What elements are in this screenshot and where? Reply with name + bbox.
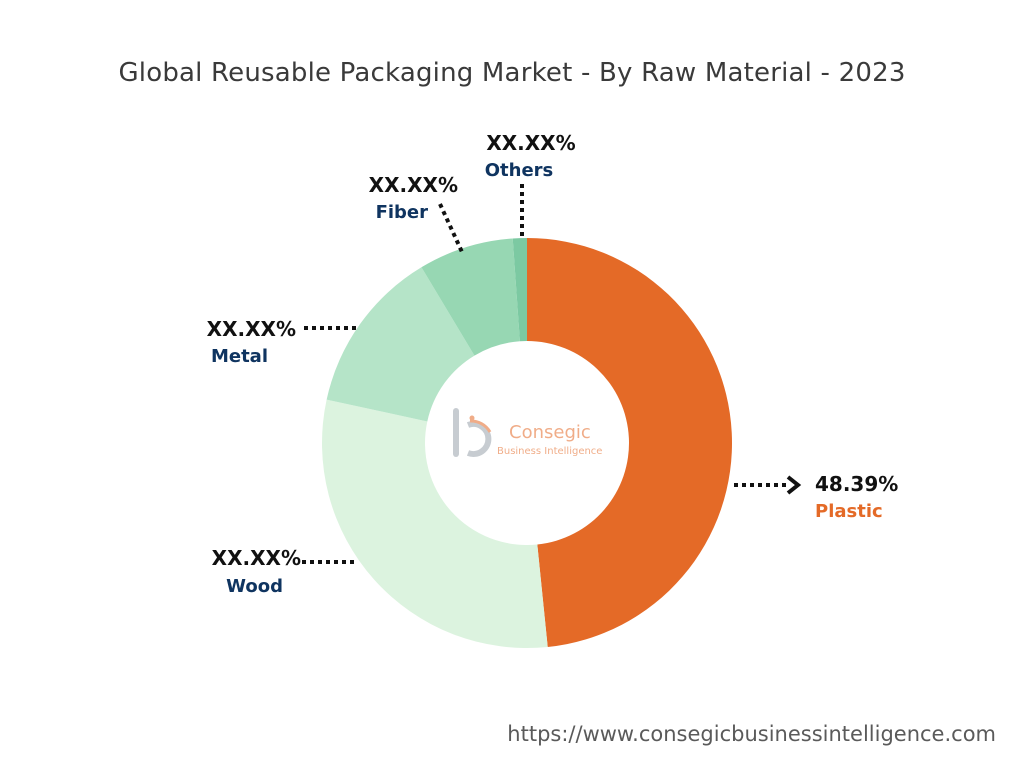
slice-others	[512, 238, 527, 342]
category-label-wood: Wood	[226, 576, 283, 597]
consegic-logo: Consegic Business Intelligence	[453, 408, 602, 457]
category-label-metal: Metal	[211, 346, 268, 367]
arrow-icon	[786, 475, 802, 495]
leader-line-fiber	[438, 203, 464, 253]
slices-group	[322, 238, 733, 648]
footer-url[interactable]: https://www.consegicbusinessintelligence…	[507, 722, 996, 746]
category-label-plastic: Plastic	[815, 501, 883, 522]
value-label-fiber: XX.XX%	[369, 173, 458, 197]
slice-plastic	[527, 238, 733, 647]
leader-lines-group	[302, 184, 802, 564]
value-label-others: XX.XX%	[486, 131, 575, 155]
logo-tagline-text: Business Intelligence	[497, 446, 602, 457]
value-label-plastic: 48.39%	[815, 472, 898, 496]
logo-brand-text: Consegic	[509, 422, 591, 443]
value-label-metal: XX.XX%	[207, 317, 296, 341]
slice-fiber	[421, 238, 520, 356]
labels-group: 48.39% Plastic XX.XX% Wood XX.XX% Metal XX.XX%…	[207, 131, 899, 597]
logo-icon	[453, 408, 492, 457]
slice-wood	[322, 399, 548, 648]
chart-title: Global Reusable Packaging Market - By Ra…	[118, 58, 906, 88]
slice-metal	[326, 267, 475, 422]
category-label-fiber: Fiber	[376, 202, 429, 223]
category-label-others: Others	[485, 160, 554, 181]
value-label-wood: XX.XX%	[212, 546, 301, 570]
